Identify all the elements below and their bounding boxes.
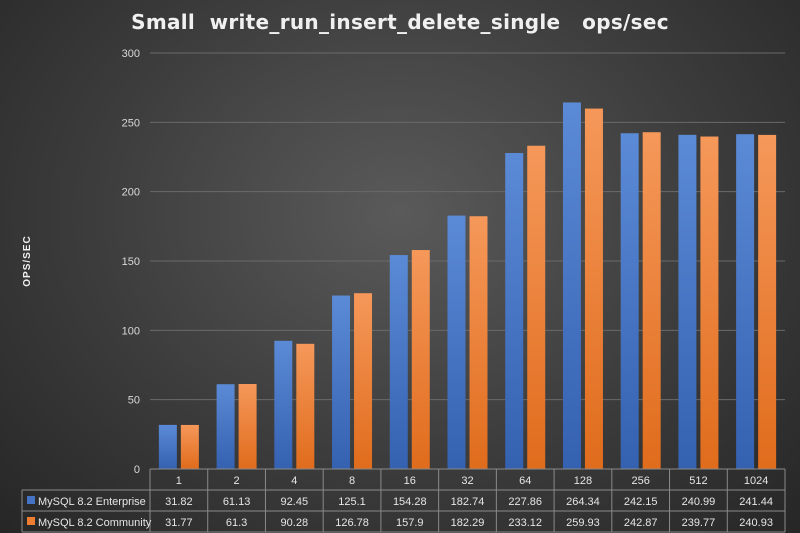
- x-tick-label: 1: [176, 475, 182, 487]
- bar-community-512: [700, 136, 719, 470]
- y-tick-label: 100: [122, 325, 140, 337]
- x-tick-label: 2: [234, 475, 240, 487]
- x-tick-label: 4: [291, 475, 297, 487]
- chart-title: Small write_run_insert_delete_single ops…: [131, 10, 669, 34]
- bar-community-2: [238, 383, 257, 469]
- data-label: 239.77: [682, 517, 716, 529]
- data-label: 157.9: [396, 517, 424, 529]
- data-label: 182.29: [451, 517, 485, 529]
- x-tick-label: 8: [349, 475, 355, 487]
- bar-enterprise-4: [274, 340, 293, 469]
- legend-label: MySQL 8.2 Enterprise: [38, 496, 146, 508]
- bar-community-1024: [758, 134, 777, 469]
- y-axis-label: OPS/SEC: [22, 235, 33, 286]
- data-label: 125.1: [338, 496, 366, 508]
- y-tick-label: 250: [122, 117, 140, 129]
- bar-enterprise-64: [505, 153, 524, 470]
- bar-community-16: [411, 250, 430, 469]
- bar-community-32: [469, 216, 488, 469]
- y-tick-label: 200: [122, 187, 140, 199]
- data-label: 264.34: [566, 496, 600, 508]
- bar-community-256: [642, 132, 661, 469]
- data-label: 241.44: [739, 496, 773, 508]
- y-tick-label: 150: [122, 256, 140, 268]
- data-label: 227.86: [508, 496, 542, 508]
- bar-enterprise-512: [678, 134, 697, 469]
- y-tick-label: 0: [134, 464, 140, 476]
- data-label: 90.28: [281, 517, 309, 529]
- bar-community-4: [296, 343, 315, 469]
- data-label: 126.78: [335, 517, 369, 529]
- y-tick-label: 50: [128, 395, 140, 407]
- legend-label: MySQL 8.2 Community: [38, 517, 152, 529]
- data-label: 240.93: [739, 517, 773, 529]
- bar-community-128: [584, 108, 603, 470]
- bar-enterprise-1024: [736, 134, 755, 470]
- x-tick-label: 1024: [744, 475, 768, 487]
- x-tick-label: 16: [404, 475, 416, 487]
- legend-swatch: [27, 496, 35, 504]
- data-label: 242.87: [624, 517, 658, 529]
- bar-enterprise-8: [332, 295, 351, 469]
- data-label: 31.77: [165, 517, 193, 529]
- bar-community-1: [180, 424, 199, 469]
- data-label: 154.28: [393, 496, 427, 508]
- x-tick-label: 32: [461, 475, 473, 487]
- data-label: 61.3: [226, 517, 247, 529]
- data-label: 240.99: [682, 496, 716, 508]
- bar-enterprise-2: [216, 384, 235, 469]
- x-tick-label: 128: [574, 475, 592, 487]
- data-label: 61.13: [223, 496, 251, 508]
- bar-enterprise-16: [389, 255, 408, 469]
- bar-enterprise-32: [447, 215, 466, 469]
- data-label: 182.74: [451, 496, 485, 508]
- bar-enterprise-1: [158, 424, 177, 469]
- data-label: 31.82: [165, 496, 193, 508]
- bar-community-64: [527, 145, 546, 469]
- legend-swatch: [27, 517, 35, 525]
- data-label: 92.45: [281, 496, 309, 508]
- data-label: 242.15: [624, 496, 658, 508]
- data-label: 233.12: [508, 517, 542, 529]
- bar-enterprise-128: [562, 102, 581, 469]
- x-tick-label: 64: [519, 475, 531, 487]
- y-tick-label: 300: [122, 48, 140, 60]
- x-tick-label: 512: [689, 475, 707, 487]
- bar-enterprise-256: [620, 133, 639, 469]
- bar-community-8: [354, 293, 373, 469]
- data-label: 259.93: [566, 517, 600, 529]
- x-tick-label: 256: [632, 475, 650, 487]
